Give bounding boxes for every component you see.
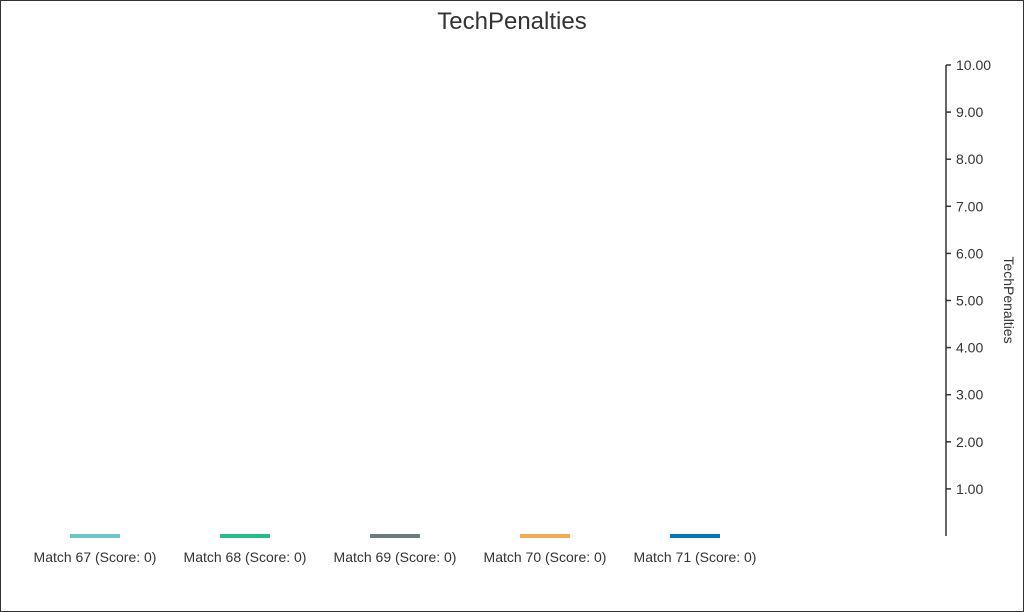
- y-tick-label: 2.00: [956, 434, 983, 450]
- legend-swatch: [370, 534, 420, 538]
- legend-swatch: [670, 534, 720, 538]
- legend-swatch: [70, 534, 120, 538]
- legend-label: Match 67 (Score: 0): [34, 549, 157, 565]
- y-tick-label: 3.00: [956, 387, 983, 403]
- legend-item[interactable]: Match 70 (Score: 0): [484, 534, 607, 565]
- chart-title: TechPenalties: [437, 8, 586, 35]
- y-tick-label: 4.00: [956, 340, 983, 356]
- y-tick-label: 1.00: [956, 481, 983, 497]
- y-tick-label: 8.00: [956, 151, 983, 167]
- y-axis: 1.00 2.00 3.00 4.00 5.00 6.00 7.00 8.00 9.00 10.0…: [945, 57, 991, 536]
- legend-swatch: [520, 534, 570, 538]
- y-tick-label: 5.00: [956, 293, 983, 309]
- legend-item[interactable]: Match 67 (Score: 0): [34, 534, 157, 565]
- legend-label: Match 71 (Score: 0): [634, 549, 757, 565]
- legend-label: Match 68 (Score: 0): [184, 549, 307, 565]
- y-axis-title: TechPenalties: [1001, 256, 1017, 343]
- legend-item[interactable]: Match 68 (Score: 0): [184, 534, 307, 565]
- legend-item[interactable]: Match 69 (Score: 0): [334, 534, 457, 565]
- legend-swatch: [220, 534, 270, 538]
- legend-item[interactable]: Match 71 (Score: 0): [634, 534, 757, 565]
- y-tick-label: 7.00: [956, 198, 983, 214]
- y-tick-label: 6.00: [956, 245, 983, 261]
- y-tick-label: 10.00: [956, 57, 991, 73]
- legend-label: Match 70 (Score: 0): [484, 549, 607, 565]
- legend: Match 67 (Score: 0) Match 68 (Score: 0) Ma…: [34, 534, 757, 565]
- legend-label: Match 69 (Score: 0): [334, 549, 457, 565]
- y-tick-label: 9.00: [956, 104, 983, 120]
